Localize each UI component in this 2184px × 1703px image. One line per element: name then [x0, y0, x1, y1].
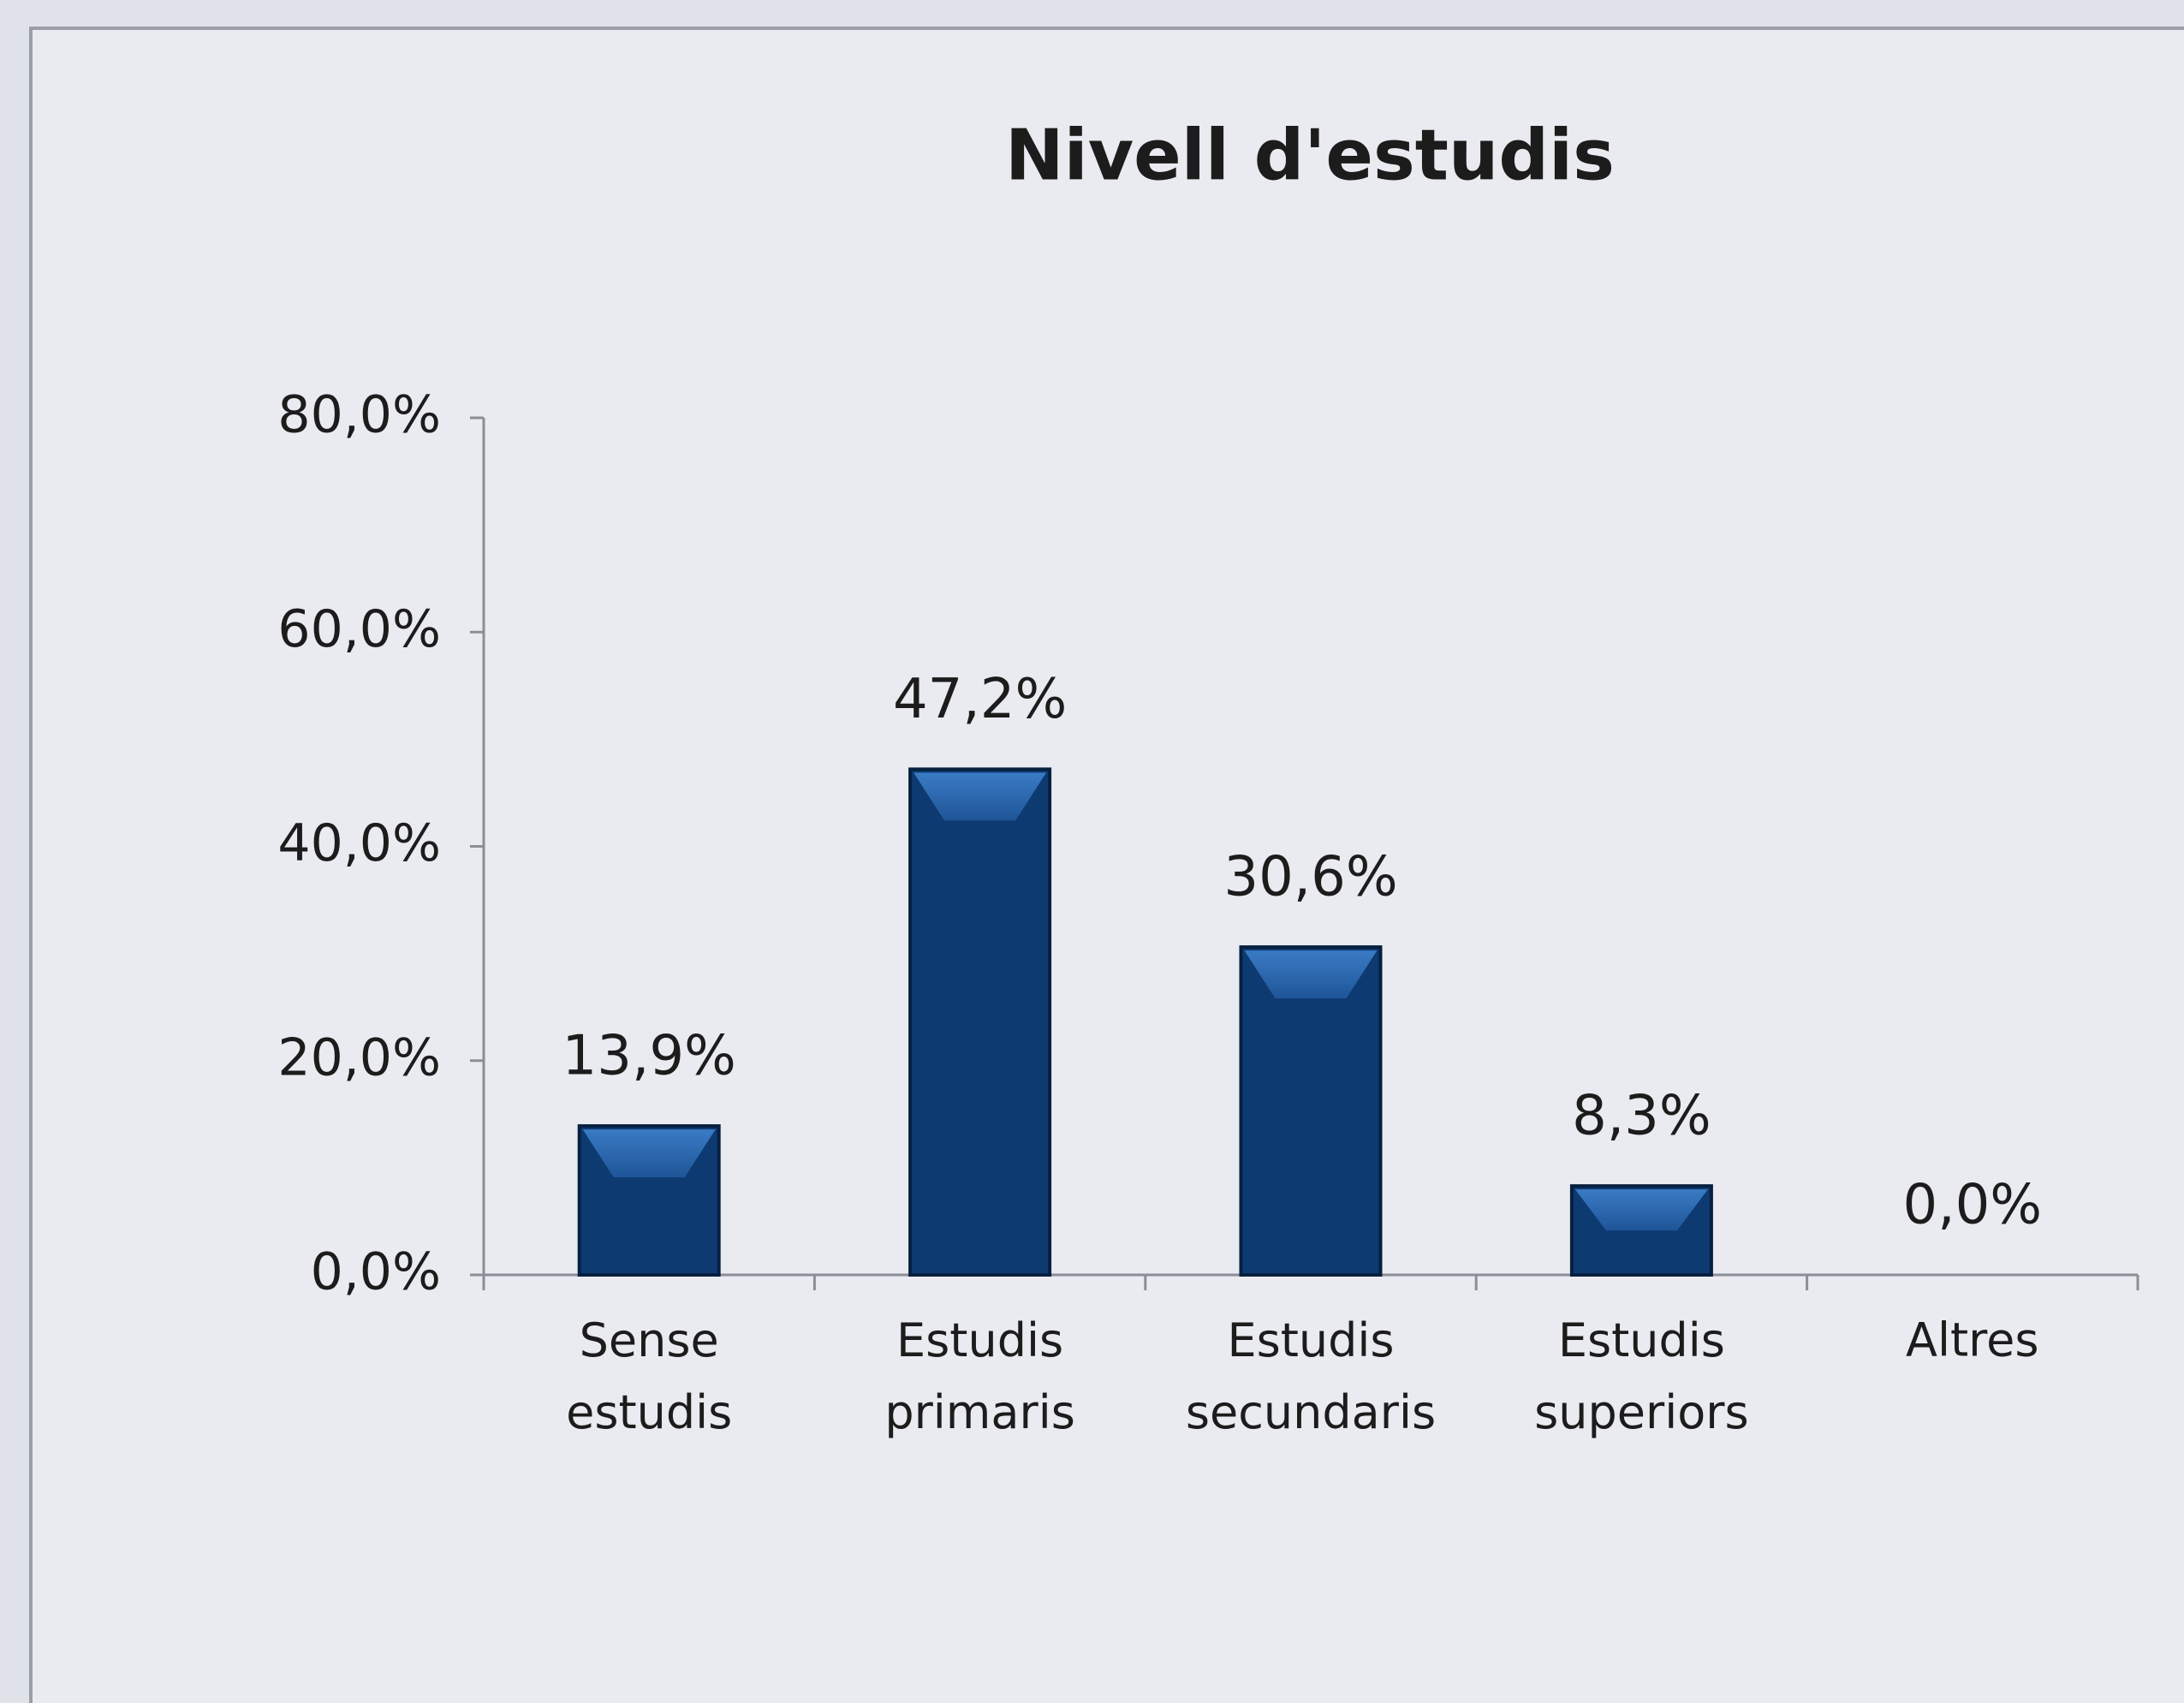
x-tick-label: Estudis superiors: [1534, 1313, 1748, 1439]
bar: [1239, 945, 1383, 1277]
data-label: 47,2%: [893, 668, 1067, 731]
bar: [577, 1124, 721, 1277]
y-tick-label: 80,0%: [277, 385, 441, 445]
x-tick-label: Estudis secundaris: [1186, 1313, 1436, 1439]
chart-title: Nivell d'estudis: [1005, 115, 1615, 196]
data-label: 30,6%: [1223, 846, 1397, 909]
bar: [908, 767, 1052, 1277]
y-tick-label: 20,0%: [277, 1027, 441, 1087]
y-tick-label: 40,0%: [277, 813, 441, 873]
data-label: 13,9%: [562, 1025, 736, 1088]
chart-frame: [29, 27, 2184, 1703]
bar: [1569, 1184, 1713, 1277]
y-tick-label: 0,0%: [311, 1242, 441, 1302]
x-tick-label: Altres: [1906, 1313, 2039, 1367]
x-tick-label: Sense estudis: [566, 1313, 732, 1439]
data-label: 8,3%: [1572, 1085, 1711, 1148]
x-tick-label: Estudis primaris: [884, 1313, 1075, 1439]
data-label: 0,0%: [1903, 1174, 2043, 1237]
y-tick-label: 60,0%: [277, 599, 441, 659]
